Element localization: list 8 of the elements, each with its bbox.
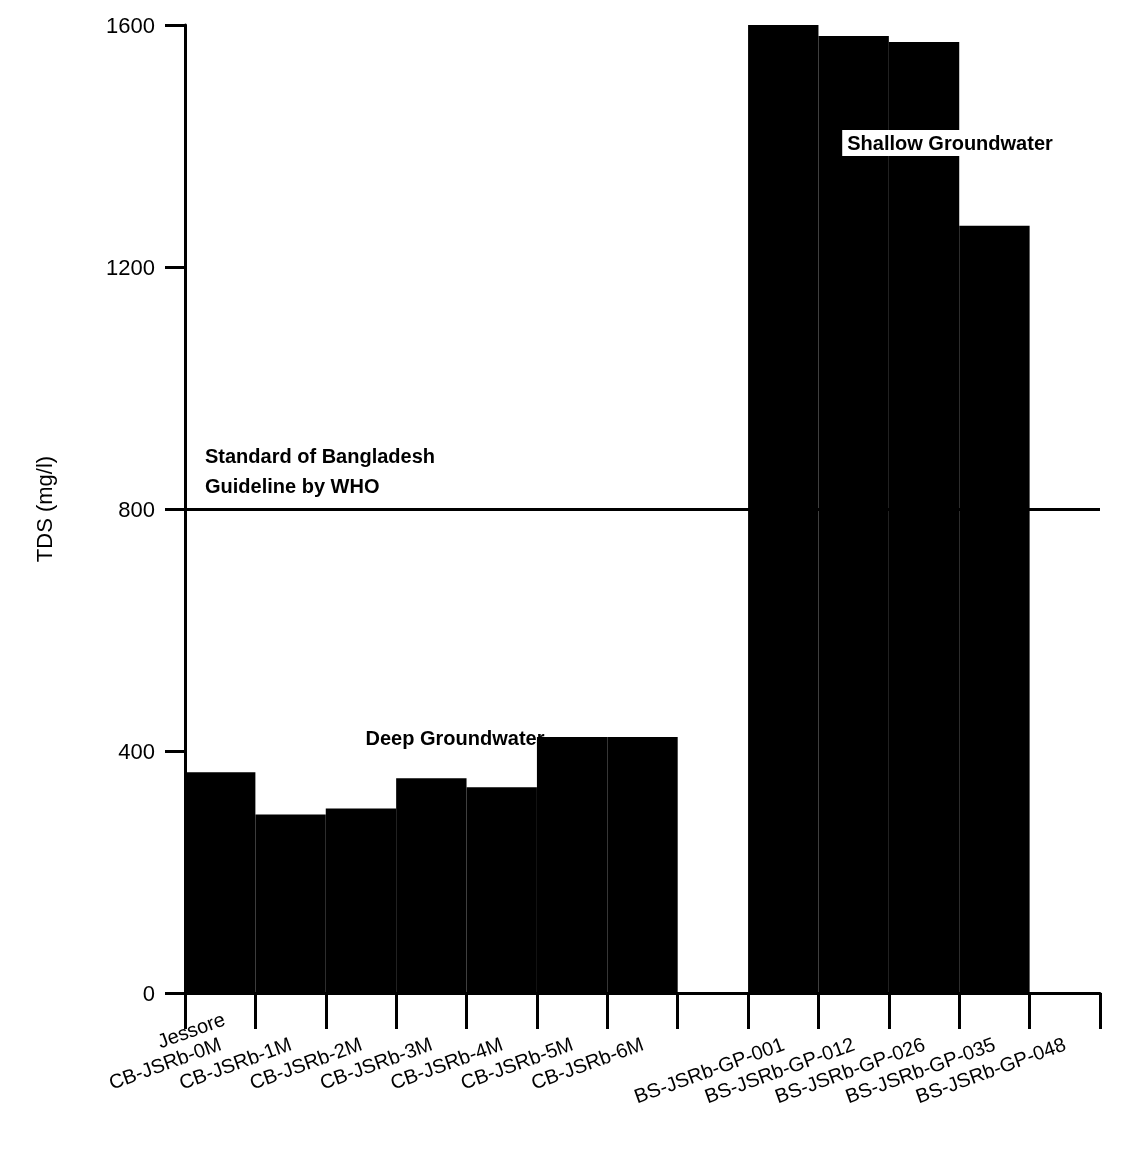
y-tick-label: 0 bbox=[142, 980, 155, 1006]
y-tick-label: 1200 bbox=[106, 254, 155, 280]
annotation: Shallow Groundwater bbox=[847, 132, 1053, 154]
y-tick-label: 1600 bbox=[106, 12, 155, 38]
ref-line-label: Standard of Bangladesh Guideline by WHO bbox=[205, 445, 441, 497]
y-tick-label: 800 bbox=[118, 496, 155, 522]
y-axis-title: TDS (mg/l) bbox=[31, 455, 57, 563]
y-tick-label: 400 bbox=[118, 738, 155, 764]
